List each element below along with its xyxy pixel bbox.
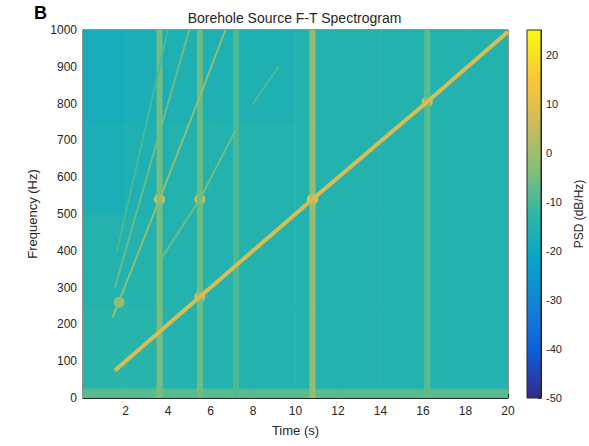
svg-text:12: 12	[331, 404, 345, 418]
svg-text:900: 900	[57, 60, 77, 74]
svg-text:10: 10	[289, 404, 303, 418]
svg-text:14: 14	[374, 404, 388, 418]
svg-text:0: 0	[546, 147, 552, 159]
svg-text:-10: -10	[546, 196, 562, 208]
svg-text:-50: -50	[546, 392, 562, 404]
svg-text:Frequency (Hz): Frequency (Hz)	[25, 169, 40, 259]
svg-text:0: 0	[70, 391, 77, 405]
svg-text:10: 10	[546, 98, 558, 110]
svg-text:300: 300	[57, 281, 77, 295]
svg-text:100: 100	[57, 354, 77, 368]
svg-text:-20: -20	[546, 245, 562, 257]
svg-text:20: 20	[546, 49, 558, 61]
svg-text:1000: 1000	[50, 23, 77, 37]
svg-text:20: 20	[501, 404, 515, 418]
svg-text:8: 8	[250, 404, 257, 418]
svg-text:-40: -40	[546, 343, 562, 355]
svg-text:Time (s): Time (s)	[272, 423, 319, 438]
svg-text:PSD (dB/Hz): PSD (dB/Hz)	[572, 180, 586, 249]
svg-text:2: 2	[122, 404, 129, 418]
svg-text:800: 800	[57, 97, 77, 111]
svg-text:Borehole Source F-T Spectrogra: Borehole Source F-T Spectrogram	[188, 10, 402, 26]
svg-text:700: 700	[57, 133, 77, 147]
svg-text:-30: -30	[546, 294, 562, 306]
svg-text:B: B	[34, 3, 47, 23]
svg-text:400: 400	[57, 244, 77, 258]
svg-text:16: 16	[416, 404, 430, 418]
svg-text:200: 200	[57, 317, 77, 331]
svg-text:500: 500	[57, 207, 77, 221]
svg-text:6: 6	[207, 404, 214, 418]
svg-text:600: 600	[57, 170, 77, 184]
svg-text:18: 18	[459, 404, 473, 418]
svg-text:4: 4	[165, 404, 172, 418]
